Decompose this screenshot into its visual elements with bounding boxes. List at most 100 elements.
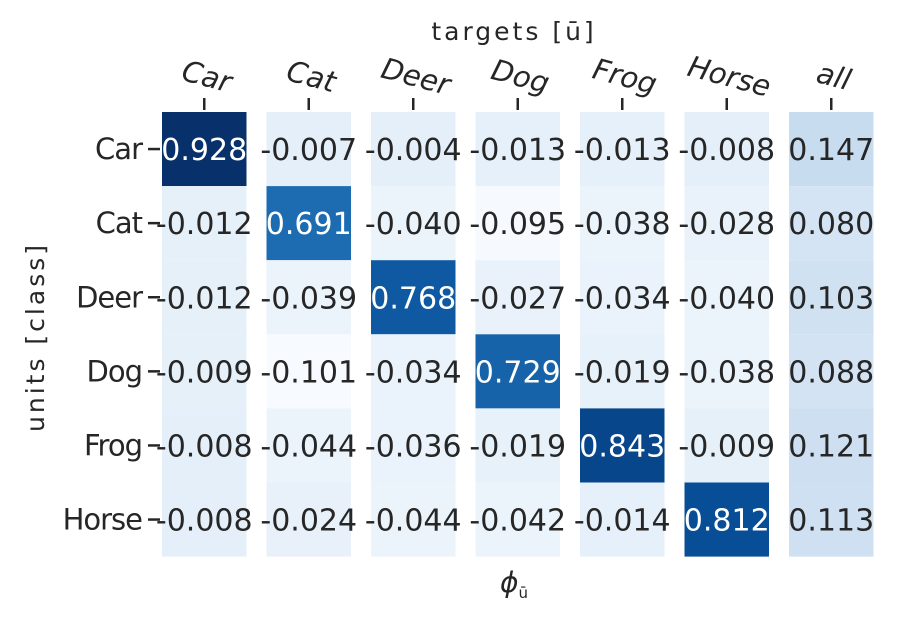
y-tick-label: Deer [76, 280, 143, 314]
cell-value-label: 0.113 [788, 504, 874, 539]
cell-value-label: -0.044 [260, 429, 357, 464]
cell-value-label: -0.044 [365, 504, 462, 539]
heatmap-cell [684, 408, 769, 483]
heatmap-cell [789, 112, 874, 187]
cell-value-label: -0.095 [469, 207, 566, 242]
y-tick-label: Frog [84, 428, 142, 462]
heatmap-cell [266, 408, 351, 483]
heatmap-cells: 0.928 -0.007 -0.004 -0.013 -0.013 -0.008 0.147… [156, 112, 874, 557]
cell-value-label: 0.729 [475, 355, 561, 390]
cell-value-label: -0.012 [156, 207, 253, 242]
heatmap-cell [162, 334, 247, 409]
heatmap-cell [475, 186, 560, 261]
heatmap-cell [580, 482, 665, 557]
cell-value-label: -0.034 [574, 281, 671, 316]
heatmap-cell [580, 186, 665, 261]
heatmap-cell [162, 482, 247, 557]
x-axis-label: ϕū [500, 566, 528, 602]
heatmap-cell [266, 186, 351, 261]
heatmap-cell [580, 260, 665, 335]
heatmap-cell [789, 186, 874, 261]
heatmap-cell [789, 334, 874, 409]
heatmap-cell [266, 260, 351, 335]
heatmap-cell [266, 482, 351, 557]
heatmap-cell [162, 408, 247, 483]
x-tick-label: all [813, 56, 855, 98]
heatmap-cell [371, 334, 456, 409]
cell-value-label: -0.013 [574, 133, 671, 168]
cell-value-label: -0.004 [365, 133, 462, 168]
heatmap-cell [162, 186, 247, 261]
heatmap-cell [371, 482, 456, 557]
heatmap-cell [580, 334, 665, 409]
cell-value-label: -0.039 [260, 281, 357, 316]
cell-value-label: -0.009 [678, 429, 775, 464]
x-axis-label-main: ϕ [500, 566, 518, 599]
cell-value-label: -0.013 [469, 133, 566, 168]
heatmap-cell [580, 408, 665, 483]
cell-value-label: 0.103 [788, 281, 874, 316]
cell-value-label: -0.038 [678, 355, 775, 390]
cell-value-label: -0.014 [574, 504, 671, 539]
heatmap-cell [684, 482, 769, 557]
heatmap-cell [371, 186, 456, 261]
heatmap-cell [162, 112, 247, 187]
cell-value-label: -0.038 [574, 207, 671, 242]
heatmap-cell [475, 112, 560, 187]
cell-value-label: -0.036 [365, 429, 462, 464]
heatmap-cell [684, 334, 769, 409]
heatmap-cell [684, 260, 769, 335]
y-tick-label: Cat [96, 206, 143, 240]
cell-value-label: 0.691 [266, 207, 352, 242]
cell-value-label: -0.019 [574, 355, 671, 390]
cell-value-label: 0.147 [788, 133, 874, 168]
heatmap-cell [580, 112, 665, 187]
x-tick-label: Deer [378, 51, 456, 102]
cell-value-label: -0.040 [365, 207, 462, 242]
cell-value-label: 0.928 [161, 133, 247, 168]
heatmap-cell [371, 260, 456, 335]
x-tick-label: Car [178, 53, 237, 99]
heatmap-cell [789, 408, 874, 483]
x-tick-label: Cat [283, 54, 341, 100]
cell-value-label: -0.027 [469, 281, 566, 316]
heatmap-cell [684, 112, 769, 187]
cell-value-label: -0.028 [678, 207, 775, 242]
heatmap-cell [475, 482, 560, 557]
heatmap-cell [371, 112, 456, 187]
heatmap-cell [371, 408, 456, 483]
cell-value-label: -0.019 [469, 429, 566, 464]
cell-value-label: -0.009 [156, 355, 253, 390]
y-tick-label: Horse [63, 503, 143, 537]
x-tick-labels: Car Cat Deer Dog Frog Horse all [178, 49, 855, 110]
cell-value-label: -0.024 [260, 504, 357, 539]
cell-value-label: 0.080 [788, 207, 874, 242]
x-tick-label: Dog [488, 52, 553, 100]
heatmap-cell [789, 482, 874, 557]
heatmap-cell [266, 112, 351, 187]
y-tick-label: Dog [87, 354, 142, 388]
heatmap-cell [475, 260, 560, 335]
heatmap-cell [162, 260, 247, 335]
x-axis-label-subscript: ū [518, 584, 528, 602]
cell-value-label: -0.008 [678, 133, 775, 168]
heatmap-cell [475, 334, 560, 409]
cell-value-label: 0.843 [579, 429, 665, 464]
cell-value-label: 0.812 [684, 504, 770, 539]
cell-value-label: -0.101 [260, 355, 357, 390]
heatmap-cell [266, 334, 351, 409]
cell-value-label: 0.088 [788, 355, 874, 390]
cell-value-label: -0.034 [365, 355, 462, 390]
chart-title: targets [ū] [431, 17, 596, 46]
heatmap-cell [789, 260, 874, 335]
heatmap-cell [684, 186, 769, 261]
y-axis-label: units [class] [21, 242, 50, 432]
cell-value-label: -0.008 [156, 504, 253, 539]
x-tick-label: Frog [589, 52, 660, 102]
cell-value-label: -0.042 [469, 504, 566, 539]
cell-value-label: -0.040 [678, 281, 775, 316]
y-tick-labels: Car Cat Deer Dog Frog Horse [63, 132, 160, 537]
cell-value-label: 0.121 [788, 429, 874, 464]
cell-value-label: -0.008 [156, 429, 253, 464]
